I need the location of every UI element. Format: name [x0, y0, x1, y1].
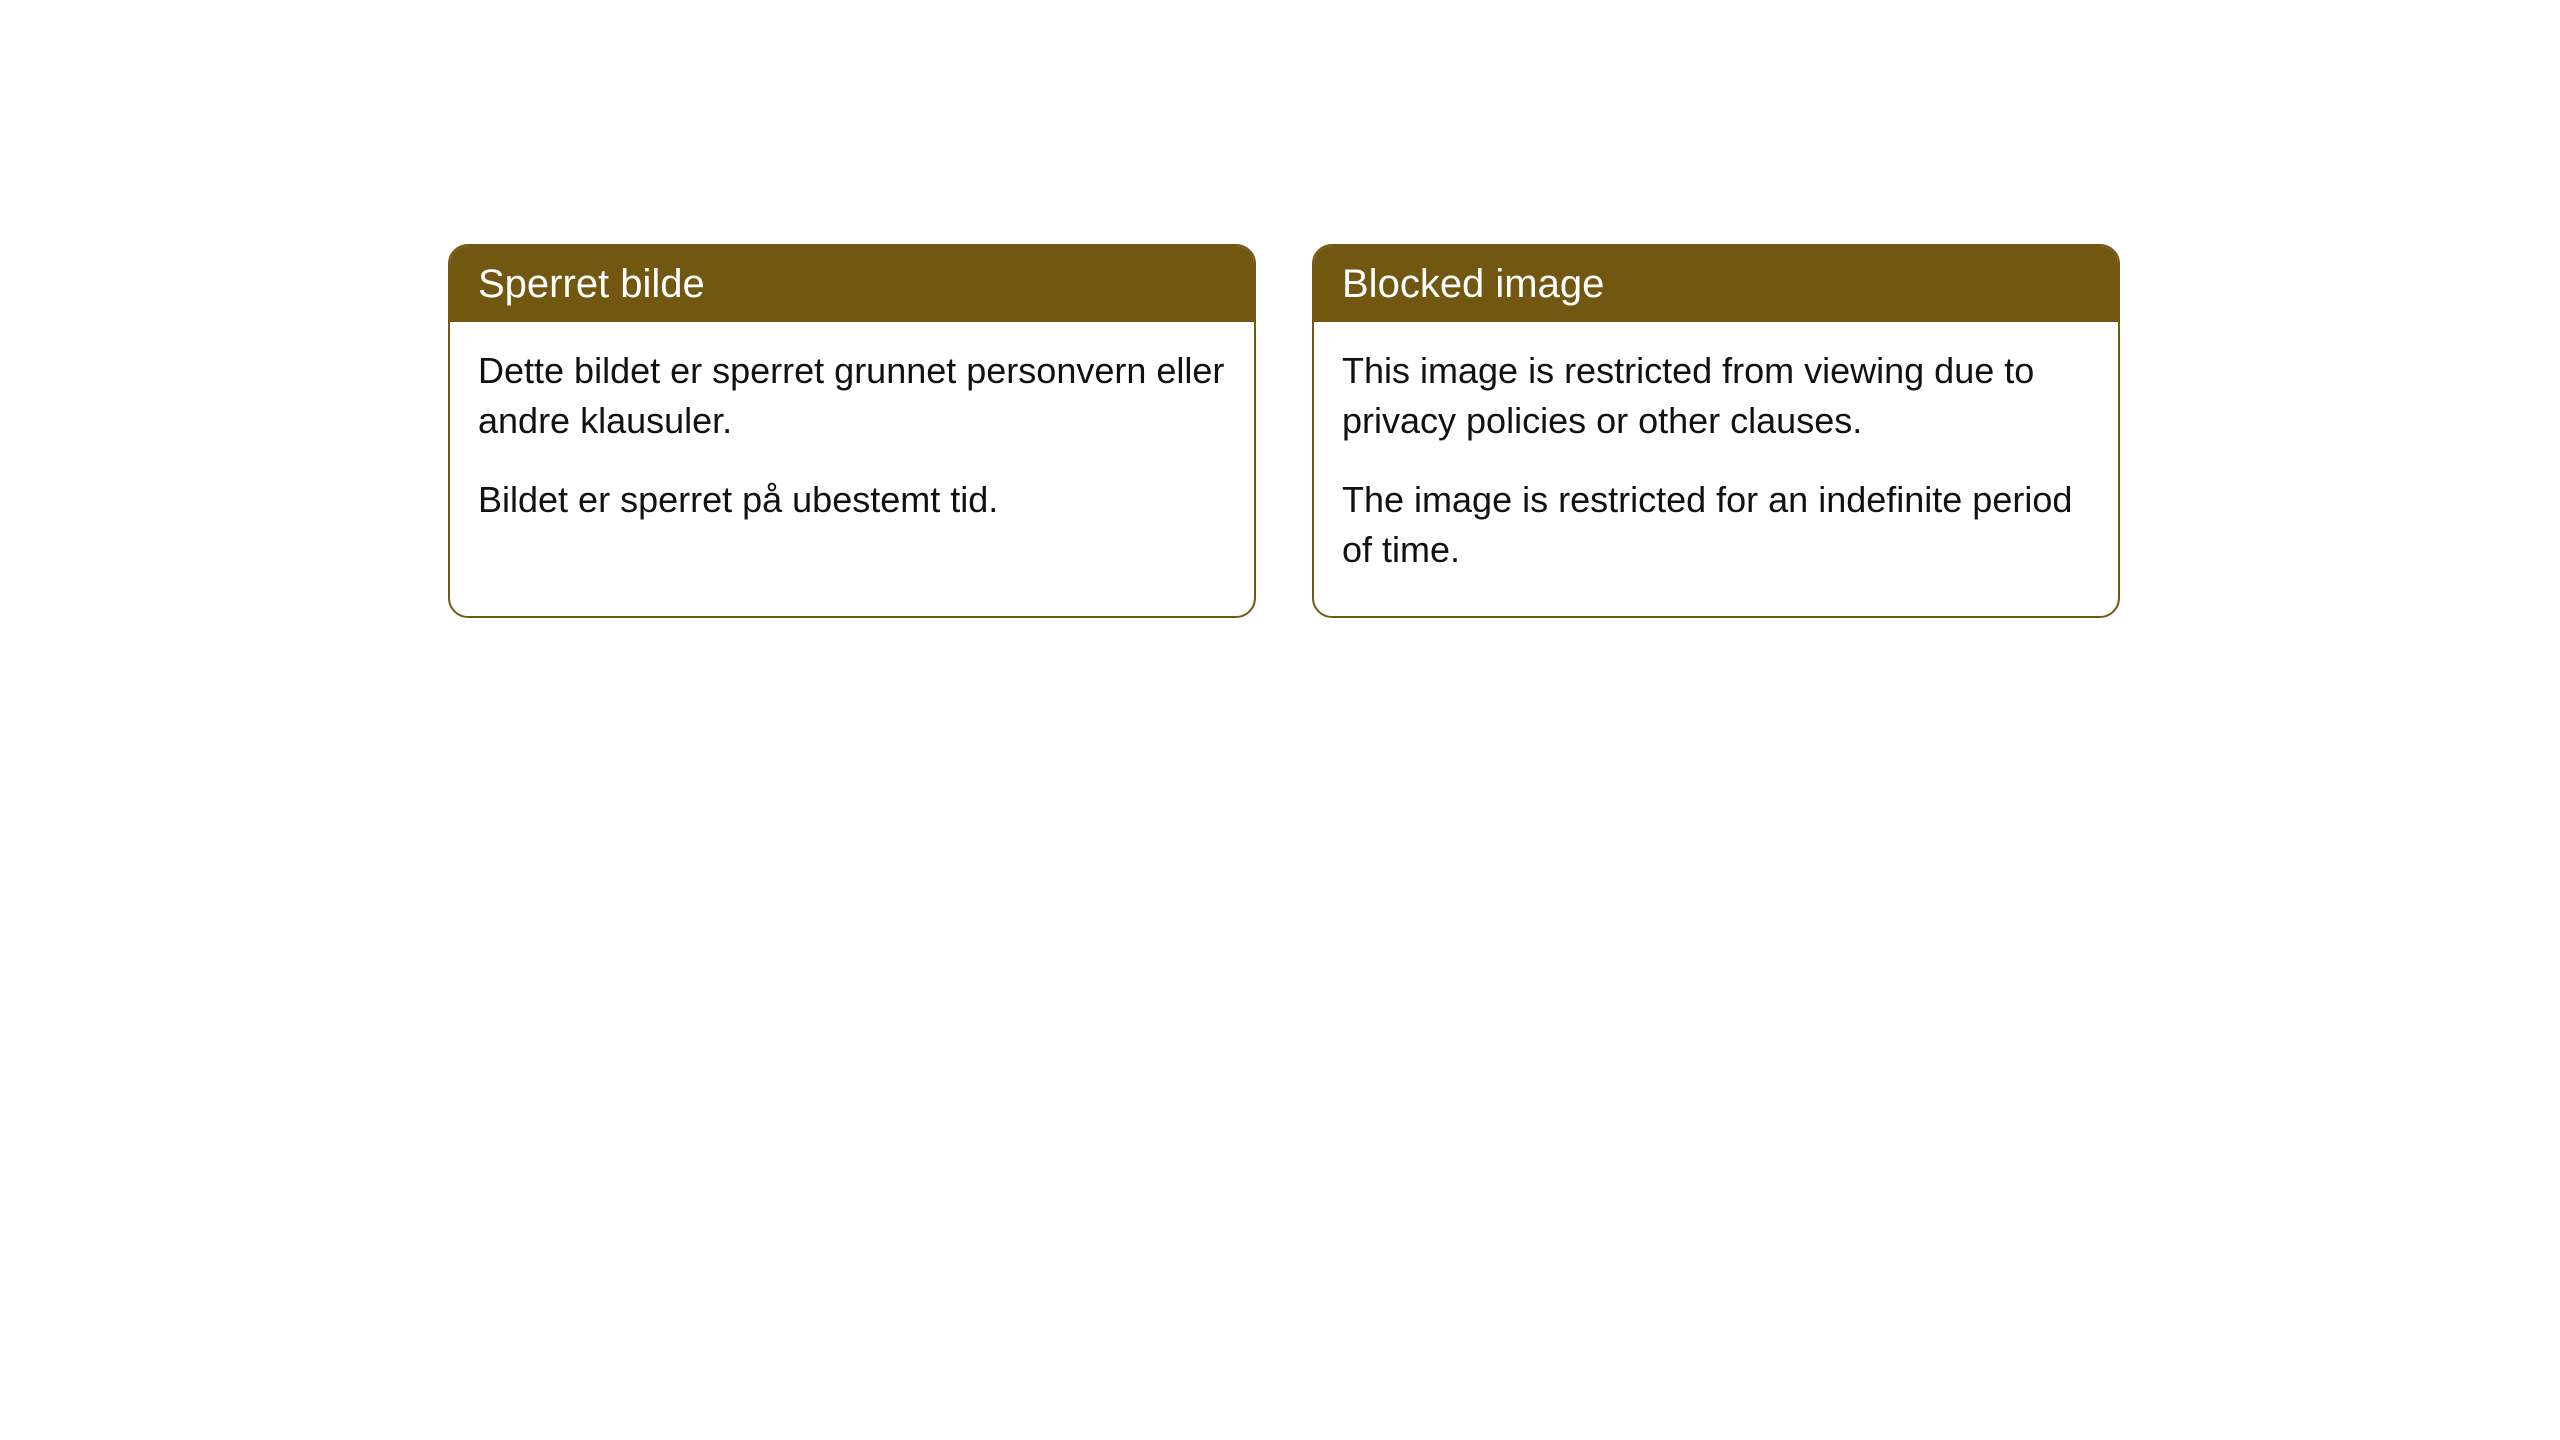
blocked-image-card-norwegian: Sperret bilde Dette bildet er sperret gr…: [448, 244, 1256, 618]
card-paragraph-1: This image is restricted from viewing du…: [1342, 346, 2090, 447]
card-paragraph-1: Dette bildet er sperret grunnet personve…: [478, 346, 1226, 447]
card-header: Blocked image: [1314, 246, 2118, 322]
blocked-image-card-english: Blocked image This image is restricted f…: [1312, 244, 2120, 618]
cards-container: Sperret bilde Dette bildet er sperret gr…: [448, 244, 2120, 618]
card-header: Sperret bilde: [450, 246, 1254, 322]
card-paragraph-2: Bildet er sperret på ubestemt tid.: [478, 475, 1226, 525]
card-body: Dette bildet er sperret grunnet personve…: [450, 322, 1254, 565]
card-body: This image is restricted from viewing du…: [1314, 322, 2118, 616]
card-paragraph-2: The image is restricted for an indefinit…: [1342, 475, 2090, 576]
